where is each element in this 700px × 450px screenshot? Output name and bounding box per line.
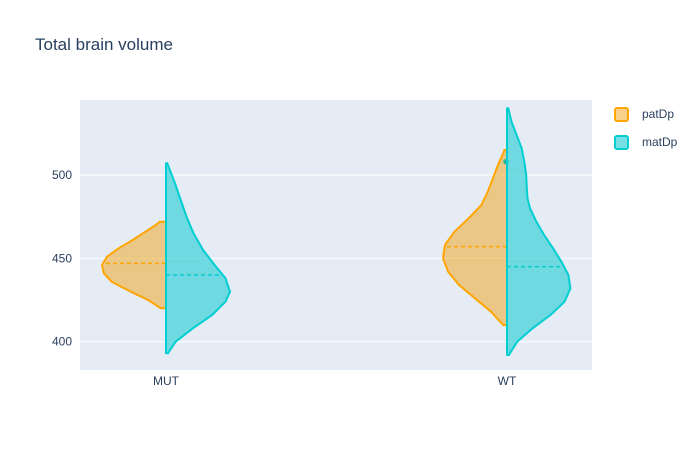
patdp-violin-wt[interactable] <box>442 149 508 326</box>
x-tick-label: MUT <box>153 374 180 388</box>
legend[interactable]: patDp matDp <box>614 107 678 150</box>
matdp-violin-wt[interactable] <box>506 107 572 356</box>
patdp-violin-mut[interactable] <box>101 220 167 310</box>
matdp-violin-mut[interactable] <box>165 162 231 355</box>
y-tick-label: 450 <box>52 251 72 265</box>
y-tick-label: 400 <box>52 335 72 349</box>
legend-label: matDp <box>642 135 678 149</box>
legend-label: patDp <box>642 107 674 121</box>
y-tick-label: 500 <box>52 168 72 182</box>
legend-item-matdp[interactable]: matDp <box>614 135 678 150</box>
legend-item-patdp[interactable]: patDp <box>614 107 674 122</box>
legend-swatch <box>614 107 629 122</box>
x-tick-label: WT <box>498 374 517 388</box>
chart-title: Total brain volume <box>35 35 173 54</box>
legend-swatch <box>614 135 629 150</box>
plot-area: 400 450 500 MUT WT <box>52 100 592 388</box>
